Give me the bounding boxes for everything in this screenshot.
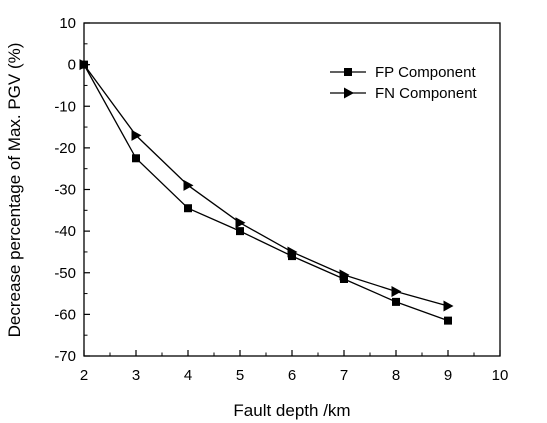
- data-point-fn: [79, 59, 90, 71]
- data-point-fn: [131, 129, 142, 141]
- x-tick-label: 4: [184, 367, 192, 384]
- y-tick-label: 0: [68, 57, 76, 74]
- data-point-fp: [288, 252, 296, 261]
- x-axis: 2 3 4 5 6 7 8 9 10: [80, 350, 509, 384]
- data-point-fn: [443, 300, 454, 312]
- data-point-fp: [184, 204, 192, 213]
- legend: FP Component FN Component: [330, 64, 478, 102]
- x-axis-title: Fault depth /km: [233, 401, 350, 420]
- x-tick-label: 7: [340, 367, 348, 384]
- data-point-fn: [339, 269, 350, 281]
- y-tick-label: -60: [54, 306, 76, 323]
- x-tick-label: 10: [492, 367, 509, 384]
- data-point-fn: [287, 246, 298, 258]
- y-tick-label: -70: [54, 348, 76, 365]
- data-point-fp: [444, 316, 452, 325]
- x-tick-label: 2: [80, 367, 88, 384]
- x-tick-label: 6: [288, 367, 296, 384]
- legend-item-fn: FN Component: [330, 85, 478, 102]
- legend-label-fp: FP Component: [375, 64, 476, 81]
- series-layer: [79, 59, 454, 325]
- x-tick-label: 5: [236, 367, 244, 384]
- data-point-fn: [235, 217, 246, 229]
- legend-item-fp: FP Component: [330, 64, 476, 81]
- data-point-fn: [391, 285, 402, 297]
- data-point-fn: [183, 179, 194, 191]
- y-tick-label: -10: [54, 98, 76, 115]
- data-point-fp: [392, 297, 400, 306]
- data-point-fp: [132, 154, 140, 163]
- series-line-fn: [83, 64, 449, 307]
- y-tick-label: -40: [54, 223, 76, 240]
- data-point-fp: [236, 227, 244, 236]
- y-axis-title: Decrease percentage of Max. PGV (%): [5, 43, 24, 338]
- x-tick-label: 9: [444, 367, 452, 384]
- y-tick-label: 10: [59, 15, 76, 32]
- series-line-fp: [83, 64, 449, 322]
- legend-label-fn: FN Component: [375, 85, 478, 102]
- y-tick-label: -30: [54, 182, 76, 199]
- x-tick-label: 8: [392, 367, 400, 384]
- x-tick-label: 3: [132, 367, 140, 384]
- data-point-fp: [340, 274, 348, 283]
- y-tick-label: -20: [54, 140, 76, 157]
- y-tick-label: -50: [54, 265, 76, 282]
